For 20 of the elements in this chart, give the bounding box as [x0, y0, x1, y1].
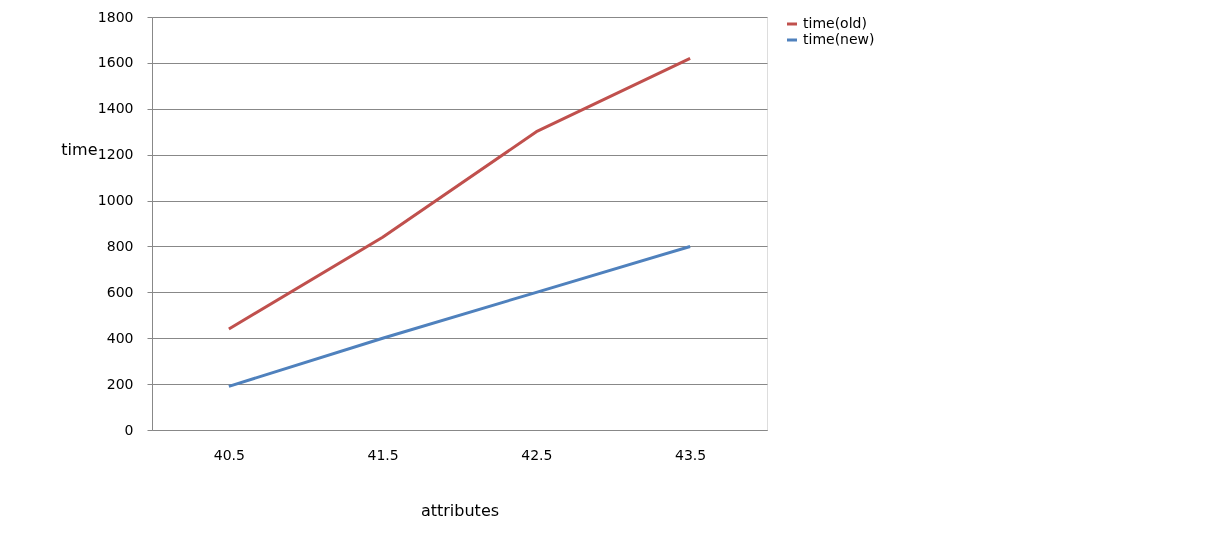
y-tick-label: 0: [124, 421, 134, 438]
x-tick-label: 41.5: [367, 446, 399, 463]
y-tick-label: 200: [106, 375, 134, 392]
x-axis-title: attributes: [420, 500, 500, 520]
x-tick-label: 43.5: [675, 446, 707, 463]
y-tick-label: 400: [106, 329, 134, 346]
legend-label: time(old): [803, 15, 867, 31]
y-tick-label: 1600: [97, 54, 134, 71]
y-tick-label: 600: [106, 283, 134, 300]
y-tick-label: 800: [106, 237, 134, 254]
line-series: [227, 56, 692, 331]
legend-label: time(new): [803, 31, 875, 47]
x-tick-label: 40.5: [213, 446, 245, 463]
y-tick-label: 1000: [97, 192, 134, 209]
line-series: [227, 244, 692, 388]
x-tick-label: 42.5: [521, 446, 553, 463]
y-tick-label: 1400: [97, 100, 134, 117]
y-axis-title: time: [61, 139, 98, 159]
y-tick-label: 1800: [97, 8, 134, 25]
y-tick-label: 1200: [97, 146, 134, 163]
